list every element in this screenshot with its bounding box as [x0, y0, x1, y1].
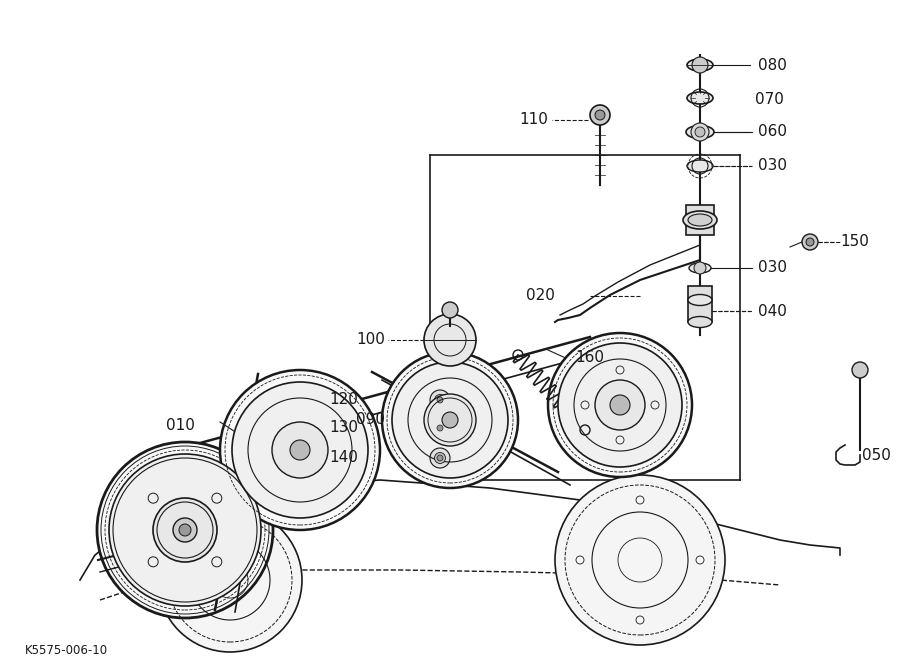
Circle shape	[430, 448, 450, 468]
Circle shape	[173, 518, 197, 542]
Circle shape	[153, 498, 217, 562]
Circle shape	[272, 422, 328, 478]
Circle shape	[802, 234, 818, 250]
Circle shape	[437, 455, 443, 461]
Ellipse shape	[686, 125, 714, 139]
Text: 030: 030	[758, 261, 787, 275]
Text: 060: 060	[758, 125, 787, 139]
Bar	[688, 286, 712, 322]
Bar	[686, 205, 714, 235]
Ellipse shape	[687, 160, 713, 172]
Circle shape	[430, 418, 450, 438]
Circle shape	[691, 123, 709, 141]
Circle shape	[442, 412, 458, 428]
Circle shape	[158, 508, 302, 652]
Text: K5575-006-10: K5575-006-10	[25, 644, 108, 656]
Circle shape	[179, 524, 191, 536]
Text: 070: 070	[755, 93, 784, 107]
Text: 120: 120	[329, 392, 358, 408]
Text: 150: 150	[840, 235, 868, 249]
Text: 110: 110	[519, 113, 548, 127]
Circle shape	[595, 380, 645, 430]
Ellipse shape	[688, 295, 712, 305]
Text: 100: 100	[357, 333, 385, 348]
Circle shape	[610, 395, 630, 415]
Text: 030: 030	[758, 159, 787, 173]
Text: 010: 010	[166, 418, 195, 432]
Ellipse shape	[683, 211, 717, 229]
Circle shape	[424, 314, 476, 366]
Circle shape	[97, 442, 273, 618]
Text: 140: 140	[329, 450, 358, 466]
Circle shape	[109, 454, 261, 606]
Text: 080: 080	[758, 57, 787, 73]
Text: 020: 020	[526, 289, 555, 303]
Circle shape	[442, 302, 458, 318]
Text: 130: 130	[329, 420, 358, 436]
Circle shape	[695, 127, 705, 137]
Circle shape	[382, 352, 518, 488]
Circle shape	[220, 370, 380, 530]
Circle shape	[548, 333, 692, 477]
Text: 160: 160	[575, 350, 604, 366]
Circle shape	[232, 382, 368, 518]
Circle shape	[590, 105, 610, 125]
Circle shape	[852, 362, 868, 378]
Circle shape	[435, 422, 446, 434]
Circle shape	[437, 397, 443, 403]
Text: 090: 090	[356, 412, 385, 428]
Circle shape	[430, 390, 450, 410]
Circle shape	[555, 475, 725, 645]
Ellipse shape	[689, 263, 711, 273]
Ellipse shape	[688, 317, 712, 327]
Circle shape	[694, 262, 706, 274]
Circle shape	[424, 394, 476, 446]
Ellipse shape	[688, 214, 712, 226]
Circle shape	[435, 394, 446, 406]
Circle shape	[558, 343, 682, 467]
Ellipse shape	[687, 92, 713, 104]
Circle shape	[806, 238, 814, 246]
Circle shape	[290, 440, 310, 460]
Circle shape	[595, 110, 605, 120]
Circle shape	[692, 57, 708, 73]
Circle shape	[437, 425, 443, 431]
Ellipse shape	[687, 59, 713, 71]
Circle shape	[435, 452, 446, 464]
Text: 050: 050	[862, 448, 891, 462]
Text: 040: 040	[758, 303, 787, 319]
Circle shape	[392, 362, 508, 478]
